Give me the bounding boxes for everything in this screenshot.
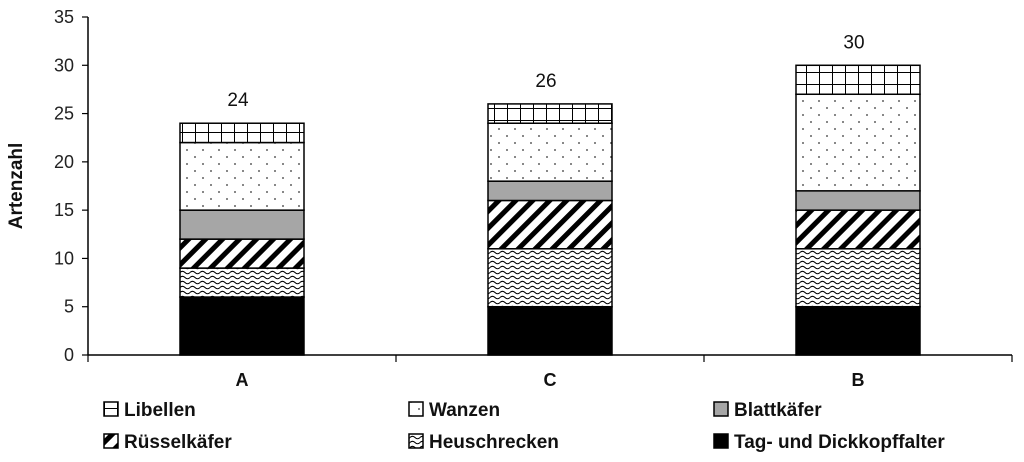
y-axis: 0 5 10 15 20 25 30 35 Artenzahl <box>6 7 89 365</box>
legend-item: Libellen <box>103 400 196 421</box>
x-tick-label: B <box>852 370 865 390</box>
y-tick-label: 30 <box>54 55 74 75</box>
bar-segment-2 <box>179 267 305 298</box>
bar-segment-4 <box>795 190 921 211</box>
bar-stack-B: 30 <box>795 32 921 356</box>
legend-swatch <box>713 433 729 449</box>
bar-segment-1 <box>795 305 921 356</box>
y-tick-label: 5 <box>64 297 74 317</box>
bars: 24 26 30 <box>179 32 921 356</box>
bar-total-label: 26 <box>535 71 556 92</box>
y-tick-label: 15 <box>54 200 74 220</box>
legend-swatch <box>408 401 424 417</box>
legend-label: Blattkäfer <box>734 400 822 421</box>
bar-segment-1 <box>487 305 613 356</box>
bar-stack-A: 24 <box>179 90 305 356</box>
legend-swatch <box>103 433 119 449</box>
y-tick-label: 20 <box>54 152 74 172</box>
bar-stack-C: 26 <box>487 71 613 356</box>
bar-segment-6 <box>487 103 613 124</box>
bar-segment-5 <box>795 93 921 192</box>
y-tick-label: 10 <box>54 248 74 268</box>
x-tick-label: A <box>236 370 249 390</box>
legend-item: Wanzen <box>408 400 500 421</box>
legend-swatch <box>103 401 119 417</box>
bar-segment-5 <box>487 122 613 182</box>
bar-total-label: 24 <box>227 90 249 111</box>
legend-item: Tag- und Dickkopffalter <box>713 432 945 453</box>
y-tick-label: 25 <box>54 104 74 124</box>
bar-segment-2 <box>487 248 613 308</box>
bar-segment-4 <box>487 180 613 202</box>
y-axis-label: Artenzahl <box>6 143 27 230</box>
legend-label: Rüsselkäfer <box>124 432 232 453</box>
legend-label: Libellen <box>124 400 196 421</box>
bar-segment-4 <box>179 209 305 240</box>
bar-segment-6 <box>795 64 921 96</box>
legend-label: Heuschrecken <box>429 432 559 453</box>
bar-segment-3 <box>179 238 305 269</box>
bar-segment-2 <box>795 248 921 308</box>
bar-segment-3 <box>487 199 613 250</box>
legend: Libellen Wanzen Blattkäfer Rüsselkäfer Heusc… <box>103 400 945 453</box>
bar-total-label: 30 <box>843 32 864 53</box>
legend-item: Heuschrecken <box>408 432 559 453</box>
legend-item: Rüsselkäfer <box>103 432 232 453</box>
legend-item: Blattkäfer <box>713 400 822 421</box>
bar-segment-5 <box>179 141 305 211</box>
legend-swatch <box>713 401 729 417</box>
legend-label: Wanzen <box>429 400 500 421</box>
bar-segment-1 <box>179 296 305 356</box>
bar-segment-6 <box>179 122 305 144</box>
bar-segment-3 <box>795 209 921 250</box>
legend-label: Tag- und Dickkopffalter <box>734 432 945 453</box>
y-tick-label: 0 <box>64 345 74 365</box>
x-tick-label: C <box>544 370 557 390</box>
legend-swatch <box>408 433 424 449</box>
y-tick-label: 35 <box>54 7 74 27</box>
